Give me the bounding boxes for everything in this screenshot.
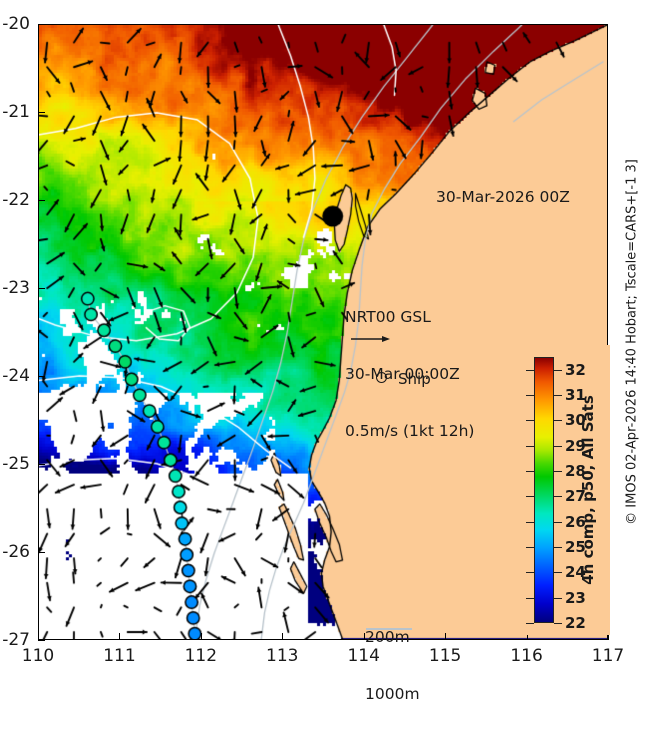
colorbar-tick [554,547,562,548]
colorbar-background [500,345,610,635]
y-tick [38,552,45,553]
ship-legend-marker-icon [376,372,387,383]
colorbar-tick [526,420,534,422]
velocity-scale-arrow-icon [351,336,390,342]
colorbar-tick-label: 30 [565,411,586,430]
colorbar[interactable]: 22 23 24 25 26 27 28 29 30 31 32 4h comp, p50, All… [500,345,610,635]
velocity-scale-label: 0.5m/s (1kt 12h) [345,422,475,440]
colorbar-gradient[interactable] [534,357,554,623]
colorbar-tick [554,572,562,574]
x-tick-label: 112 [184,646,218,666]
bathymetry-legend: 200m 1000m [365,590,420,742]
colorbar-tick [526,547,534,548]
ship-legend-label: Ship [398,370,431,388]
y-tick [38,288,45,289]
x-axis-labels: 110 111 112 113 114 115 116 117 [21,646,625,666]
colorbar-tick [554,521,562,523]
colorbar-tick [526,521,534,523]
x-tick-label: 116 [510,646,543,666]
x-tick [363,633,365,640]
colorbar-tick [526,369,534,371]
colorbar-tick [554,395,562,396]
colorbar-tick-label: 32 [565,360,586,379]
colorbar-tick [526,395,534,396]
y-tick-label: -22 [2,190,30,210]
colorbar-tick [554,623,562,624]
y-tick-label: -20 [2,14,30,34]
colorbar-tick-label: 29 [565,436,586,455]
colorbar-tick [554,471,562,472]
colorbar-tick [526,471,534,472]
colorbar-tick-label: 26 [565,512,586,531]
colorbar-tick [526,572,534,574]
y-tick-label: -25 [2,454,30,474]
x-tick [608,633,609,640]
x-tick [445,633,447,640]
y-tick-label: -24 [2,366,30,386]
x-tick-label: 115 [428,646,462,666]
x-tick-label: 113 [266,646,299,666]
forecast-info-block: NRT00 GSL 30-Mar 00:00Z 0.5m/s (1kt 12h) [345,270,474,479]
credit-text: © IMOS 02-Apr-2026 14:40 Hobart; Tscale=… [624,159,640,525]
colorbar-tick [554,420,562,422]
colorbar-tick-label: 27 [565,487,586,506]
x-tick [200,633,202,640]
y-tick [38,24,45,25]
colorbar-tick-label: 24 [565,563,586,582]
colorbar-tick [554,445,562,447]
y-tick-label: -26 [2,542,30,562]
x-tick-label: 114 [347,646,380,666]
colorbar-tick [554,369,562,371]
colorbar-tick [554,597,562,599]
forecast-model-label: NRT00 GSL [345,308,431,326]
y-tick [38,200,45,201]
y-tick [38,376,45,377]
y-tick-label: -21 [2,102,30,122]
bathymetry-legend-line-icon [366,628,412,630]
colorbar-tick [526,445,534,447]
colorbar-tick-label: 25 [565,538,586,556]
x-tick-label: 111 [103,646,136,666]
colorbar-tick-label: 28 [565,462,586,480]
colorbar-tick-label: 31 [565,386,586,404]
y-tick [38,464,45,465]
sst-map-figure: -27 -26 -25 -24 -23 -22 -21 -20 110 111 112 113 114… [0,0,640,703]
colorbar-tick [526,623,534,624]
colorbar-title: 4h comp, p50, All Sats [579,395,597,585]
colorbar-tick-label: 22 [565,614,586,632]
x-tick [282,633,284,640]
y-tick-label: -23 [2,278,30,298]
bathy-1000m-label: 1000m [365,685,420,703]
y-tick [38,640,45,641]
forecast-time-label: 30-Mar 00:00Z [345,365,460,383]
y-tick [38,112,45,113]
x-tick [38,633,39,640]
colorbar-tick-label: 23 [565,588,586,607]
x-tick [119,633,121,640]
x-tick [526,633,528,640]
x-tick-label: 117 [591,646,625,666]
date-stamp: 30-Mar-2026 00Z [436,188,570,206]
bathy-200m-label: 200m [365,628,410,646]
map-plot-area[interactable] [38,24,608,640]
colorbar-tick [526,496,534,498]
x-tick-label: 110 [21,646,55,666]
y-tick-label: -27 [2,630,30,650]
y-axis-labels: -27 -26 -25 -24 -23 -22 -21 -20 [0,0,34,684]
colorbar-tick [526,597,534,599]
colorbar-tick [554,496,562,498]
